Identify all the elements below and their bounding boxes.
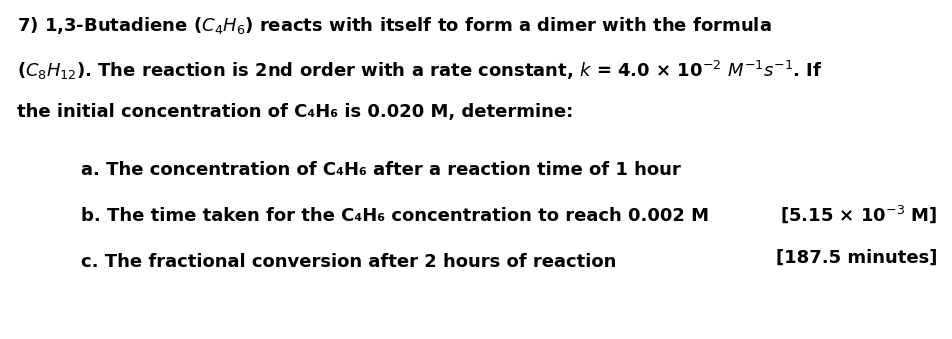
Text: a. The concentration of C₄H₆ after a reaction time of 1 hour: a. The concentration of C₄H₆ after a rea… bbox=[81, 161, 681, 179]
Text: c. The fractional conversion after 2 hours of reaction: c. The fractional conversion after 2 hou… bbox=[81, 253, 616, 271]
Text: the initial concentration of C₄H₆ is 0.020 M, determine:: the initial concentration of C₄H₆ is 0.0… bbox=[17, 103, 573, 121]
Text: ($C_8H_{12}$). The reaction is 2nd order with a rate constant, $k$ = 4.0 × 10$^{: ($C_8H_{12}$). The reaction is 2nd order… bbox=[17, 59, 823, 82]
Text: 7) 1,3-Butadiene ($C_4H_6$) reacts with itself to form a dimer with the formula: 7) 1,3-Butadiene ($C_4H_6$) reacts with … bbox=[17, 15, 772, 36]
Text: [5.15 × 10$^{-3}$ M]: [5.15 × 10$^{-3}$ M] bbox=[781, 203, 938, 225]
Text: [187.5 minutes]: [187.5 minutes] bbox=[776, 249, 938, 267]
Text: b. The time taken for the C₄H₆ concentration to reach 0.002 M: b. The time taken for the C₄H₆ concentra… bbox=[81, 207, 709, 225]
